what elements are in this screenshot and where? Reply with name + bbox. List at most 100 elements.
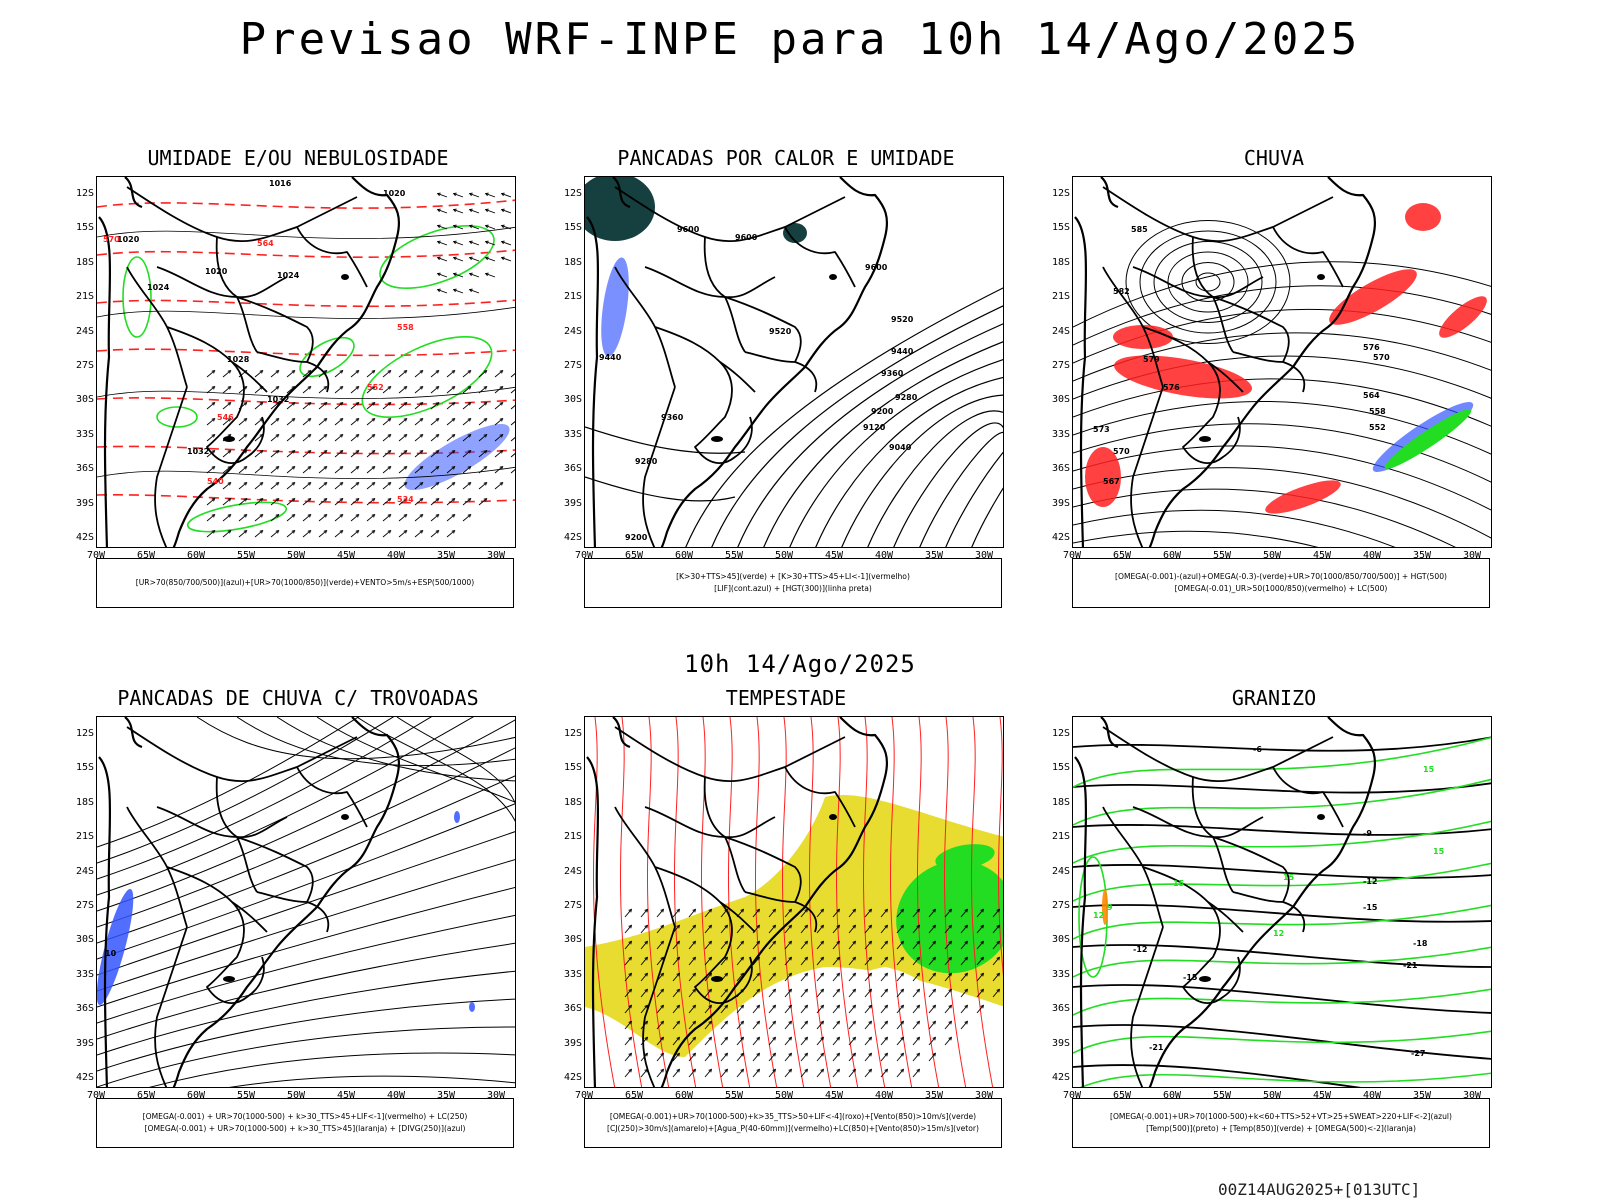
lat-tick-label: 27S [563, 900, 582, 911]
wind-vector [768, 1068, 777, 1078]
wind-vector [254, 401, 264, 410]
wind-vector [302, 417, 312, 426]
wind-vector [206, 465, 216, 474]
wind-vector [484, 224, 496, 230]
lon-tick-label: 45W [824, 1090, 844, 1101]
map-canvas [1073, 717, 1491, 1087]
legend-line-1: [OMEGA(-0.001) + UR>70(1000-500) + k>30_… [142, 1112, 468, 1121]
height-contour [841, 394, 1003, 547]
wind-vector [254, 513, 264, 522]
wind-vector [452, 272, 464, 278]
wind-vector [478, 401, 488, 410]
streamline [97, 717, 360, 848]
wind-vector [704, 940, 713, 950]
wind-vector [720, 1068, 729, 1078]
wind-vector [736, 940, 745, 950]
lon-tick-label: 40W [874, 550, 894, 561]
contour-label: -15 [1363, 903, 1378, 912]
divergence-area [469, 1002, 475, 1012]
wind-vector [976, 940, 985, 950]
height-contour [585, 426, 746, 454]
streamline [276, 717, 515, 782]
temp850-contour [1073, 904, 1491, 940]
wind-vector [848, 940, 857, 950]
wind-vector [816, 940, 825, 950]
low-humidity-area [186, 501, 288, 533]
contour-label: 570 [1373, 353, 1390, 362]
wind-vector [222, 401, 232, 410]
contour-label: -21 [1149, 1043, 1164, 1052]
lon-tick-label: 45W [336, 550, 356, 561]
wind-vector [430, 513, 440, 522]
precipitable-water-contour [836, 717, 859, 1087]
wind-vector [350, 529, 360, 538]
wind-vector [334, 417, 344, 426]
wind-vector [960, 988, 969, 998]
wind-vector [928, 956, 937, 966]
wind-vector [206, 529, 216, 538]
wind-vector [688, 988, 697, 998]
wind-vector [816, 924, 825, 934]
wind-vector [880, 924, 889, 934]
wind-vector [832, 924, 841, 934]
border-line [642, 926, 676, 1087]
lat-tick-label: 12S [75, 188, 94, 199]
wind-vector [672, 1068, 681, 1078]
streamline [97, 803, 515, 960]
wind-vector [832, 988, 841, 998]
wind-vector [398, 385, 408, 394]
wind-vector [976, 988, 985, 998]
jet-stream-area [585, 795, 1003, 1057]
wind-vector [254, 529, 264, 538]
wind-vector [452, 208, 464, 214]
contour-label: 9 [1107, 903, 1113, 912]
legend-tempestade: [OMEGA(-0.001)+UR>70(1000-500)+k>35_TTS>… [584, 1098, 1002, 1148]
temp850-contour [1073, 736, 1491, 788]
wind-vector [752, 988, 761, 998]
map-canvas [585, 717, 1003, 1087]
streamline [97, 998, 515, 1072]
lat-tick-label: 21S [75, 831, 94, 843]
temp500-contour [1073, 864, 1491, 879]
lat-tick-label: 15S [75, 762, 94, 774]
wind-vector [624, 1036, 633, 1046]
lat-tick-label: 18S [563, 796, 582, 808]
wind-vector [896, 1036, 905, 1046]
wind-vector [736, 956, 745, 966]
wind-vector [960, 956, 969, 966]
contour-label: 9440 [599, 353, 622, 362]
border-line [703, 236, 746, 353]
precipitable-water-contour [782, 717, 805, 1087]
lake-mark [829, 814, 837, 820]
wind-vector [832, 940, 841, 950]
wind-vector [206, 417, 216, 426]
lon-tick-label: 70W [574, 550, 594, 561]
streamline [1073, 467, 1491, 539]
wind-vector [800, 1004, 809, 1014]
wind-vector [452, 256, 464, 262]
wind-vector [436, 192, 448, 198]
wind-vector [976, 956, 985, 966]
contour-label: 9120 [863, 423, 886, 432]
precipitable-water-contour [674, 717, 697, 1087]
legend-pancadas-calor: [K>30+TTS>45](verde) + [K>30+TTS>45+LI<-… [584, 558, 1002, 608]
contour-label: 558 [1369, 407, 1386, 416]
wind-vector [500, 208, 512, 214]
lon-tick-label: 45W [824, 550, 844, 561]
wind-vector [672, 1020, 681, 1030]
contour-label: 9280 [635, 457, 658, 466]
rain-area [1113, 325, 1173, 349]
border-line [206, 901, 265, 1004]
border-line [654, 866, 756, 933]
contour-label: 558 [397, 323, 414, 332]
lat-tick-label: 39S [75, 497, 94, 509]
panel-pancadas-calor: PANCADAS POR CALOR E UMIDADE 9600 9600 960… [546, 146, 1026, 636]
wind-vector [928, 1036, 937, 1046]
height-contour [685, 287, 1003, 547]
wind-vector [672, 1036, 681, 1046]
wind-vector [318, 385, 328, 394]
wind-vector [736, 1004, 745, 1014]
wind-vector [656, 956, 665, 966]
lat-tick-label: 33S [75, 428, 94, 440]
wind-vector [704, 1068, 713, 1078]
